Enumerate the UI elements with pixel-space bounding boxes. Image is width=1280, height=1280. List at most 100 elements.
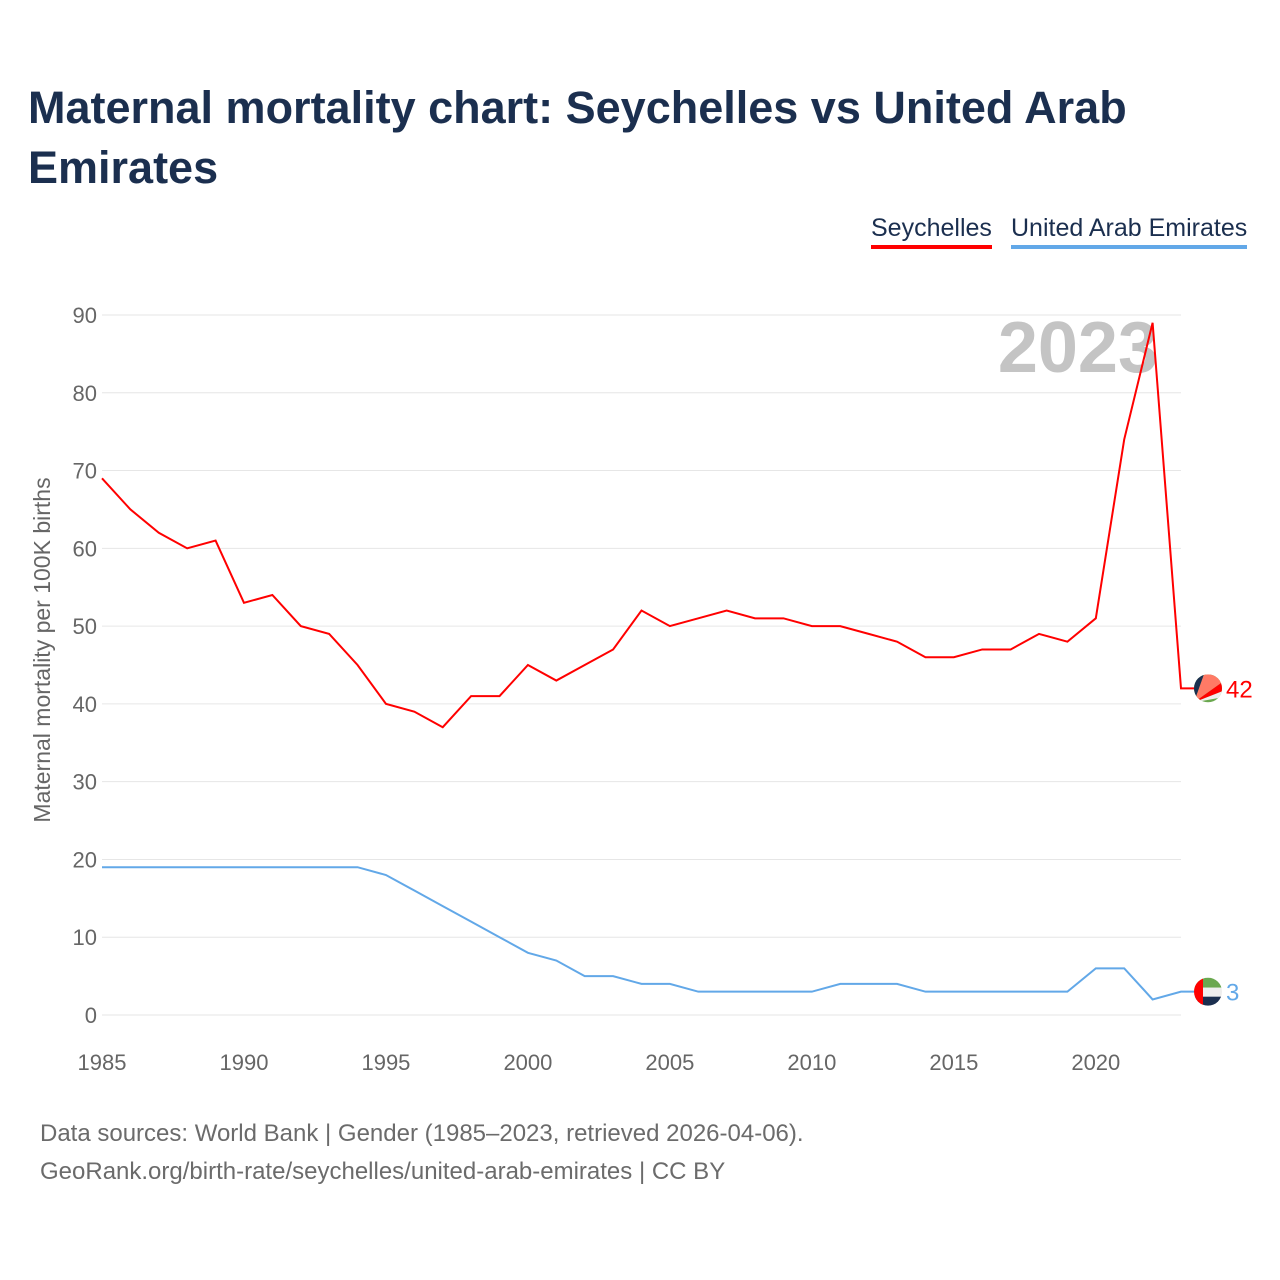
data-point[interactable] xyxy=(809,989,815,995)
data-point[interactable] xyxy=(1150,996,1156,1002)
data-point[interactable] xyxy=(298,864,304,870)
x-tick-label: 1985 xyxy=(78,1050,127,1075)
data-point[interactable] xyxy=(411,709,417,715)
data-point[interactable] xyxy=(922,654,928,660)
data-point[interactable] xyxy=(1150,320,1156,326)
data-point[interactable] xyxy=(468,693,474,699)
data-point[interactable] xyxy=(1064,989,1070,995)
data-point[interactable] xyxy=(979,989,985,995)
data-point[interactable] xyxy=(525,662,531,668)
data-point[interactable] xyxy=(639,608,645,614)
data-point[interactable] xyxy=(241,600,247,606)
data-point[interactable] xyxy=(99,475,105,481)
y-tick-label: 50 xyxy=(73,614,97,639)
data-point[interactable] xyxy=(752,615,758,621)
data-point[interactable] xyxy=(553,958,559,964)
data-point[interactable] xyxy=(269,592,275,598)
data-point[interactable] xyxy=(326,631,332,637)
data-point[interactable] xyxy=(440,903,446,909)
data-point[interactable] xyxy=(610,973,616,979)
data-point[interactable] xyxy=(525,950,531,956)
x-tick-label: 2000 xyxy=(503,1050,552,1075)
uae-flag-icon xyxy=(1194,977,1222,1006)
y-tick-label: 40 xyxy=(73,692,97,717)
footer-url[interactable]: GeoRank.org/birth-rate/seychelles/united… xyxy=(40,1158,726,1185)
legend-seychelles[interactable]: Seychelles xyxy=(871,214,992,249)
data-point[interactable] xyxy=(1008,989,1014,995)
data-point[interactable] xyxy=(1121,436,1127,442)
end-value-label: 42 xyxy=(1226,676,1253,703)
data-point[interactable] xyxy=(780,615,786,621)
data-point[interactable] xyxy=(383,701,389,707)
data-point[interactable] xyxy=(241,864,247,870)
data-point[interactable] xyxy=(866,631,872,637)
data-point[interactable] xyxy=(582,662,588,668)
data-point[interactable] xyxy=(866,981,872,987)
y-tick-label: 20 xyxy=(73,847,97,872)
data-point[interactable] xyxy=(1093,615,1099,621)
data-point[interactable] xyxy=(127,506,133,512)
data-point[interactable] xyxy=(724,608,730,614)
data-point[interactable] xyxy=(1008,646,1014,652)
x-tick-label: 2020 xyxy=(1071,1050,1120,1075)
data-point[interactable] xyxy=(355,864,361,870)
data-point[interactable] xyxy=(497,934,503,940)
data-point[interactable] xyxy=(752,989,758,995)
data-point[interactable] xyxy=(411,888,417,894)
data-point[interactable] xyxy=(553,678,559,684)
data-point[interactable] xyxy=(213,864,219,870)
data-point[interactable] xyxy=(695,989,701,995)
data-point[interactable] xyxy=(639,981,645,987)
data-point[interactable] xyxy=(298,623,304,629)
data-point[interactable] xyxy=(582,973,588,979)
y-tick-label: 70 xyxy=(73,459,97,484)
data-point[interactable] xyxy=(326,864,332,870)
data-point[interactable] xyxy=(894,639,900,645)
data-point[interactable] xyxy=(894,981,900,987)
footer-source: Data sources: World Bank | Gender (1985–… xyxy=(40,1120,804,1147)
data-point[interactable] xyxy=(1064,639,1070,645)
data-point[interactable] xyxy=(184,864,190,870)
y-tick-label: 80 xyxy=(73,381,97,406)
series-line-seychelles xyxy=(101,322,1201,729)
y-tick-label: 30 xyxy=(73,770,97,795)
data-point[interactable] xyxy=(99,864,105,870)
legend-united-arab-emirates[interactable]: United Arab Emirates xyxy=(1011,214,1248,249)
data-point[interactable] xyxy=(1036,631,1042,637)
data-point[interactable] xyxy=(695,615,701,621)
data-point[interactable] xyxy=(497,693,503,699)
data-point[interactable] xyxy=(1093,965,1099,971)
data-point[interactable] xyxy=(1178,685,1184,691)
data-point[interactable] xyxy=(951,654,957,660)
series-line-united-arab-emirates xyxy=(102,866,1201,1001)
data-point[interactable] xyxy=(837,981,843,987)
data-point[interactable] xyxy=(269,864,275,870)
data-point[interactable] xyxy=(383,872,389,878)
data-point[interactable] xyxy=(780,989,786,995)
data-point[interactable] xyxy=(724,989,730,995)
data-point[interactable] xyxy=(667,981,673,987)
data-point[interactable] xyxy=(979,646,985,652)
data-point[interactable] xyxy=(837,623,843,629)
data-point[interactable] xyxy=(951,989,957,995)
data-point[interactable] xyxy=(667,623,673,629)
data-point[interactable] xyxy=(1121,965,1127,971)
data-point[interactable] xyxy=(355,662,361,668)
data-point[interactable] xyxy=(440,724,446,730)
data-point[interactable] xyxy=(156,530,162,536)
data-point[interactable] xyxy=(610,646,616,652)
x-tick-label: 2015 xyxy=(929,1050,978,1075)
data-point[interactable] xyxy=(1036,989,1042,995)
data-point[interactable] xyxy=(468,919,474,925)
data-point[interactable] xyxy=(1178,989,1184,995)
x-tick-label: 2010 xyxy=(787,1050,836,1075)
data-point[interactable] xyxy=(809,623,815,629)
data-point[interactable] xyxy=(156,864,162,870)
data-point[interactable] xyxy=(213,538,219,544)
y-tick-label: 10 xyxy=(73,925,97,950)
data-point[interactable] xyxy=(184,545,190,551)
data-point[interactable] xyxy=(127,864,133,870)
x-tick-label: 1990 xyxy=(219,1050,268,1075)
data-point[interactable] xyxy=(922,989,928,995)
